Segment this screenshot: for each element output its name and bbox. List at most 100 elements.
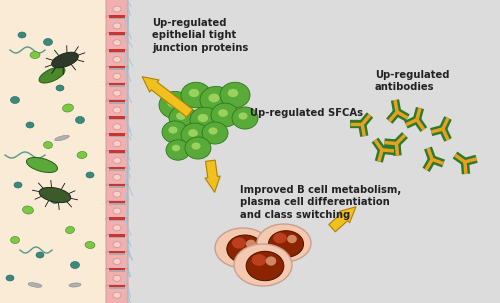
Ellipse shape: [113, 107, 121, 113]
Ellipse shape: [113, 208, 121, 214]
Bar: [109, 133, 125, 136]
Bar: [109, 99, 125, 102]
Bar: [109, 217, 125, 220]
Ellipse shape: [232, 107, 258, 129]
FancyArrowPatch shape: [329, 207, 356, 232]
FancyBboxPatch shape: [106, 49, 128, 69]
Ellipse shape: [26, 158, 58, 172]
FancyArrowPatch shape: [205, 160, 220, 192]
Ellipse shape: [227, 235, 263, 263]
FancyBboxPatch shape: [106, 151, 128, 171]
Bar: [109, 150, 125, 152]
Ellipse shape: [18, 32, 26, 38]
Ellipse shape: [50, 197, 59, 204]
Ellipse shape: [181, 82, 211, 108]
Ellipse shape: [113, 174, 121, 180]
Ellipse shape: [14, 182, 22, 188]
Bar: [109, 285, 125, 287]
Ellipse shape: [39, 67, 65, 83]
Ellipse shape: [208, 94, 220, 102]
Ellipse shape: [113, 73, 121, 79]
Bar: [109, 268, 125, 270]
Bar: [109, 254, 125, 255]
Ellipse shape: [62, 104, 74, 112]
Bar: [109, 15, 125, 18]
Ellipse shape: [40, 187, 70, 203]
FancyBboxPatch shape: [106, 83, 128, 103]
Ellipse shape: [113, 124, 121, 130]
Ellipse shape: [200, 86, 232, 114]
Ellipse shape: [113, 275, 121, 281]
Ellipse shape: [113, 6, 121, 12]
Bar: [109, 102, 125, 104]
Ellipse shape: [211, 103, 239, 127]
Ellipse shape: [77, 152, 87, 158]
FancyBboxPatch shape: [106, 218, 128, 238]
Bar: [109, 152, 125, 154]
Bar: [109, 201, 125, 203]
Bar: [109, 203, 125, 205]
Bar: [109, 52, 125, 53]
Bar: [109, 66, 125, 68]
Ellipse shape: [10, 96, 20, 104]
Ellipse shape: [208, 128, 218, 135]
Bar: [109, 68, 125, 70]
Ellipse shape: [113, 40, 121, 46]
Ellipse shape: [162, 121, 188, 143]
Bar: [109, 237, 125, 238]
FancyBboxPatch shape: [106, 167, 128, 187]
Bar: [109, 85, 125, 87]
Ellipse shape: [26, 122, 34, 128]
Ellipse shape: [44, 38, 52, 45]
FancyArrowPatch shape: [142, 77, 193, 117]
Ellipse shape: [232, 237, 246, 248]
Ellipse shape: [10, 237, 20, 244]
Bar: [109, 184, 125, 186]
Ellipse shape: [246, 240, 256, 248]
Ellipse shape: [113, 158, 121, 164]
Ellipse shape: [86, 172, 94, 178]
Ellipse shape: [159, 92, 191, 118]
Ellipse shape: [172, 145, 180, 151]
Ellipse shape: [28, 283, 42, 287]
FancyBboxPatch shape: [106, 33, 128, 53]
Ellipse shape: [113, 242, 121, 248]
Ellipse shape: [246, 251, 284, 281]
Ellipse shape: [185, 137, 211, 159]
Ellipse shape: [268, 231, 304, 257]
FancyBboxPatch shape: [106, 134, 128, 154]
Ellipse shape: [252, 254, 266, 266]
Ellipse shape: [176, 112, 186, 120]
FancyBboxPatch shape: [106, 235, 128, 255]
Ellipse shape: [85, 241, 95, 248]
FancyBboxPatch shape: [106, 251, 128, 271]
Text: Up-regulated SFCAs: Up-regulated SFCAs: [250, 108, 363, 118]
Ellipse shape: [169, 106, 197, 130]
Ellipse shape: [69, 283, 81, 287]
Bar: [109, 119, 125, 120]
Ellipse shape: [54, 135, 70, 141]
Text: Up-regulated
epithelial tight
junction proteins: Up-regulated epithelial tight junction p…: [152, 18, 248, 53]
Ellipse shape: [113, 191, 121, 197]
Bar: [109, 251, 125, 254]
Ellipse shape: [113, 90, 121, 96]
Ellipse shape: [168, 126, 177, 134]
Ellipse shape: [30, 52, 40, 58]
Ellipse shape: [238, 112, 248, 120]
Bar: [109, 18, 125, 19]
Bar: [109, 116, 125, 119]
Bar: [109, 287, 125, 289]
Bar: [109, 136, 125, 137]
Ellipse shape: [113, 225, 121, 231]
Ellipse shape: [70, 261, 80, 268]
Bar: [109, 49, 125, 52]
Ellipse shape: [168, 98, 178, 107]
FancyBboxPatch shape: [0, 0, 122, 303]
Ellipse shape: [181, 123, 209, 147]
FancyBboxPatch shape: [106, 66, 128, 86]
FancyBboxPatch shape: [106, 0, 128, 19]
Ellipse shape: [218, 109, 228, 117]
FancyBboxPatch shape: [106, 16, 128, 36]
Bar: [109, 169, 125, 171]
Ellipse shape: [192, 142, 200, 150]
